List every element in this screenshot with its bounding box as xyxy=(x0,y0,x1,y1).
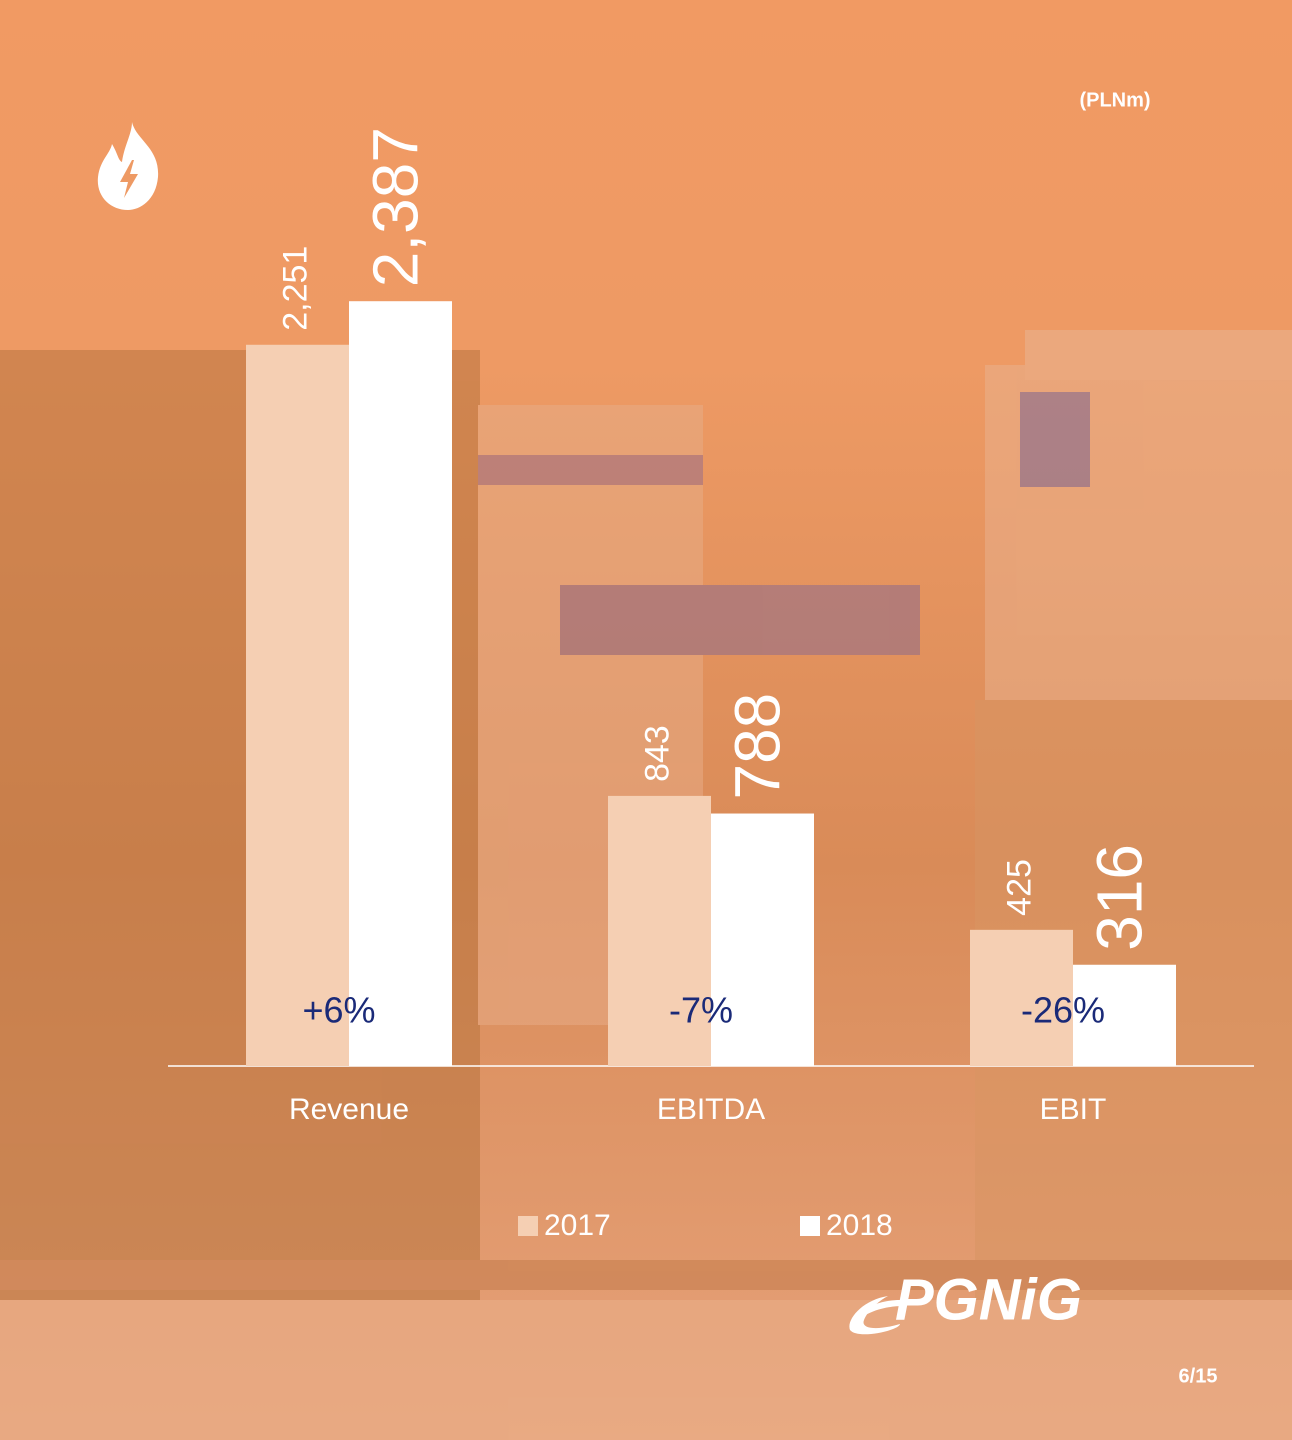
bar xyxy=(608,795,711,1066)
logo: PGNiG xyxy=(849,1267,1082,1335)
bar xyxy=(1073,964,1176,1066)
value-label: 316 xyxy=(1083,844,1155,951)
unit-label: (PLNm) xyxy=(1079,89,1150,111)
value-label: 425 xyxy=(1000,859,1038,916)
value-label: 2,251 xyxy=(276,246,314,331)
x-tick-label: EBITDA xyxy=(657,1093,765,1126)
value-label: 843 xyxy=(638,725,676,782)
legend-swatch xyxy=(800,1216,820,1236)
page-number: 6/15 xyxy=(1179,1365,1218,1387)
legend-label: 2017 xyxy=(544,1209,611,1242)
bar xyxy=(246,344,349,1066)
bar xyxy=(970,929,1073,1066)
change-label: -7% xyxy=(669,990,733,1031)
flame-icon xyxy=(97,122,159,210)
legend-label: 2018 xyxy=(826,1209,893,1242)
change-label: -26% xyxy=(1021,990,1105,1031)
bar xyxy=(349,301,452,1066)
x-tick-label: Revenue xyxy=(289,1093,409,1126)
bar xyxy=(711,813,814,1066)
value-label: 788 xyxy=(721,693,793,800)
logo-text: PGNiG xyxy=(895,1267,1082,1332)
change-label: +6% xyxy=(302,990,375,1031)
x-tick-label: EBIT xyxy=(1040,1093,1107,1126)
legend-swatch xyxy=(518,1216,538,1236)
value-label: 2,387 xyxy=(359,127,431,287)
